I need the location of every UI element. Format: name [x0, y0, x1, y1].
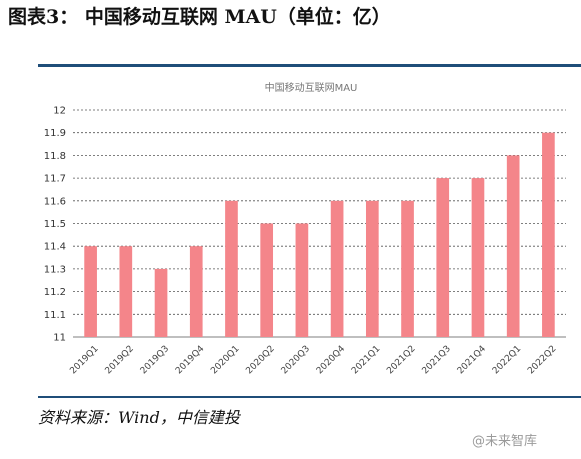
y-axis-ticks: 11 11.1 11.2 11.3 11.4 11.5 11.6 11.7 11.8 11.9 12 — [44, 106, 66, 344]
bars — [84, 132, 555, 337]
y-tick-label: 11 — [53, 333, 66, 344]
y-tick-label: 11.5 — [44, 219, 66, 230]
y-tick-label: 12 — [53, 106, 66, 117]
x-tick-label: 2020Q4 — [315, 344, 348, 377]
bar-2022Q1 — [506, 155, 520, 337]
bar-2020Q3 — [295, 223, 309, 337]
x-tick-label: 2021Q2 — [385, 344, 417, 376]
source-note: 资料来源：Wind，中信建投 — [38, 408, 240, 427]
y-tick-label: 11.8 — [44, 151, 66, 162]
bar-2019Q1 — [84, 246, 97, 337]
x-axis-ticks: 2019Q1 2019Q2 2019Q3 2019Q4 2020Q1 2020Q2 2020… — [68, 344, 558, 377]
x-tick-label: 2019Q3 — [139, 344, 171, 376]
x-tick-label: 2020Q2 — [244, 344, 276, 376]
x-tick-label: 2021Q4 — [456, 344, 489, 377]
chart-title: 中国移动互联网MAU — [265, 81, 358, 94]
x-tick-label: 2021Q3 — [421, 344, 453, 376]
figure-title: 图表3： 中国移动互联网 MAU（单位：亿） — [8, 6, 391, 28]
bar-2019Q4 — [189, 246, 203, 337]
y-tick-label: 11.3 — [44, 264, 66, 275]
x-tick-label: 2022Q2 — [526, 344, 558, 376]
x-tick-label: 2019Q2 — [104, 344, 136, 376]
y-tick-label: 11.4 — [44, 242, 66, 253]
bar-2021Q3 — [436, 178, 450, 337]
y-tick-label: 11.7 — [44, 174, 66, 185]
bar-2019Q2 — [119, 246, 133, 337]
bar-2019Q3 — [154, 268, 168, 337]
watermark: @未来智库 — [472, 434, 538, 449]
bar-2020Q4 — [330, 200, 344, 337]
y-tick-label: 11.6 — [44, 196, 66, 207]
gridlines — [73, 109, 566, 338]
bottom-rule — [38, 396, 581, 398]
bar-2020Q2 — [260, 223, 274, 337]
x-tick-label: 2022Q1 — [491, 344, 523, 376]
y-tick-label: 11.2 — [44, 287, 66, 298]
y-tick-label: 11.1 — [44, 310, 66, 321]
x-tick-label: 2019Q1 — [68, 344, 100, 376]
x-tick-label: 2019Q4 — [174, 344, 207, 377]
bar-2022Q2 — [542, 132, 555, 337]
x-tick-label: 2020Q1 — [209, 344, 241, 376]
bar-2020Q1 — [225, 200, 238, 337]
bar-2021Q1 — [365, 200, 379, 337]
bar-2021Q2 — [401, 200, 414, 337]
top-rule — [38, 64, 581, 67]
bar-2021Q4 — [471, 178, 485, 337]
x-tick-label: 2020Q3 — [280, 344, 312, 376]
x-tick-label: 2021Q1 — [350, 344, 382, 376]
y-tick-label: 11.9 — [44, 128, 66, 139]
